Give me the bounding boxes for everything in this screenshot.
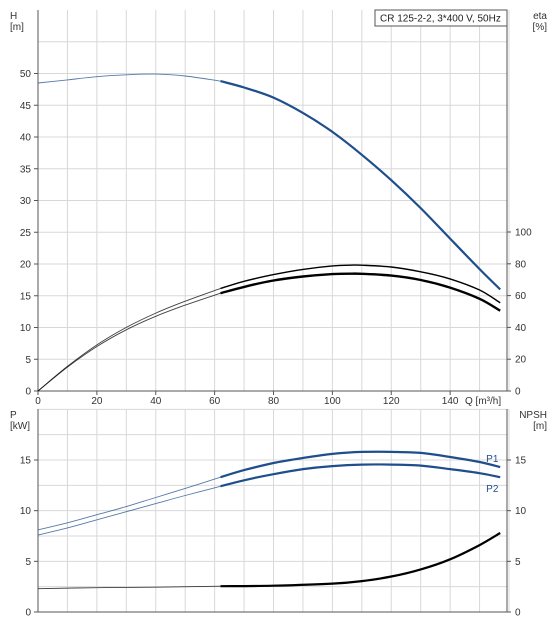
left-tick-label: 5	[25, 557, 31, 568]
curve-0-0-extended-segment	[37, 73, 221, 84]
curve-1-0-extended-segment	[37, 476, 221, 531]
curve-0-1-operating-segment	[220, 272, 501, 312]
left-axis-unit: [kW]	[10, 421, 30, 432]
x-axis-title: Q [m³/h]	[465, 396, 501, 407]
left-tick-label: 0	[25, 387, 31, 398]
left-axis-title: H	[10, 11, 17, 22]
right-axis-title: eta	[533, 11, 547, 22]
left-axis-title: P	[10, 410, 17, 421]
x-tick-label: 140	[442, 396, 459, 407]
left-tick-label: 15	[20, 291, 32, 302]
right-tick-label: 80	[515, 259, 527, 270]
left-tick-label: 20	[20, 260, 32, 271]
right-tick-label: 40	[515, 323, 527, 334]
right-tick-label: 5	[515, 557, 521, 568]
right-tick-label: 10	[515, 506, 527, 517]
curve-0-1-extended-segment	[37, 292, 221, 392]
curve-1-2-extended-segment	[37, 585, 221, 590]
right-tick-label: 100	[515, 228, 532, 239]
left-tick-label: 0	[25, 608, 31, 619]
series-label-P2: P2	[486, 484, 499, 495]
curve-1-2-operating-segment	[220, 532, 501, 588]
x-tick-label: 120	[383, 396, 400, 407]
curve-0-0-operating-segment	[220, 80, 501, 291]
x-tick-label: 0	[35, 396, 41, 407]
left-tick-label: 10	[20, 506, 32, 517]
left-tick-label: 30	[20, 196, 32, 207]
right-tick-label: 15	[515, 456, 527, 467]
curve-0-2-extended-segment	[37, 287, 221, 392]
chart-title: CR 125-2-2, 3*400 V, 50Hz	[380, 14, 501, 25]
left-tick-label: 40	[20, 133, 32, 144]
right-axis-unit: [%]	[533, 22, 548, 33]
left-tick-label: 15	[20, 456, 32, 467]
right-tick-label: 60	[515, 291, 527, 302]
curve-1-0-operating-segment	[220, 450, 501, 479]
left-tick-label: 45	[20, 101, 32, 112]
x-tick-label: 40	[150, 396, 162, 407]
x-tick-label: 80	[268, 396, 280, 407]
series-label-P1: P1	[486, 454, 499, 465]
right-axis-unit: [m]	[533, 421, 547, 432]
left-tick-label: 5	[25, 355, 31, 366]
right-tick-label: 0	[515, 387, 521, 398]
left-tick-label: 10	[20, 323, 32, 334]
left-tick-label: 50	[20, 69, 32, 80]
right-axis-title: NPSH	[519, 410, 547, 421]
x-tick-label: 100	[324, 396, 341, 407]
curve-0-2-operating-segment	[220, 264, 501, 304]
model-title-box	[374, 9, 508, 27]
left-axis-unit: [m]	[10, 22, 24, 33]
x-tick-label: 60	[209, 396, 221, 407]
x-tick-label: 20	[91, 396, 103, 407]
curve-1-1-extended-segment	[37, 485, 221, 536]
curve-1-1-operating-segment	[220, 463, 501, 488]
left-tick-label: 25	[20, 228, 32, 239]
left-tick-label: 35	[20, 164, 32, 175]
right-tick-label: 20	[515, 355, 527, 366]
right-tick-label: 0	[515, 608, 521, 619]
